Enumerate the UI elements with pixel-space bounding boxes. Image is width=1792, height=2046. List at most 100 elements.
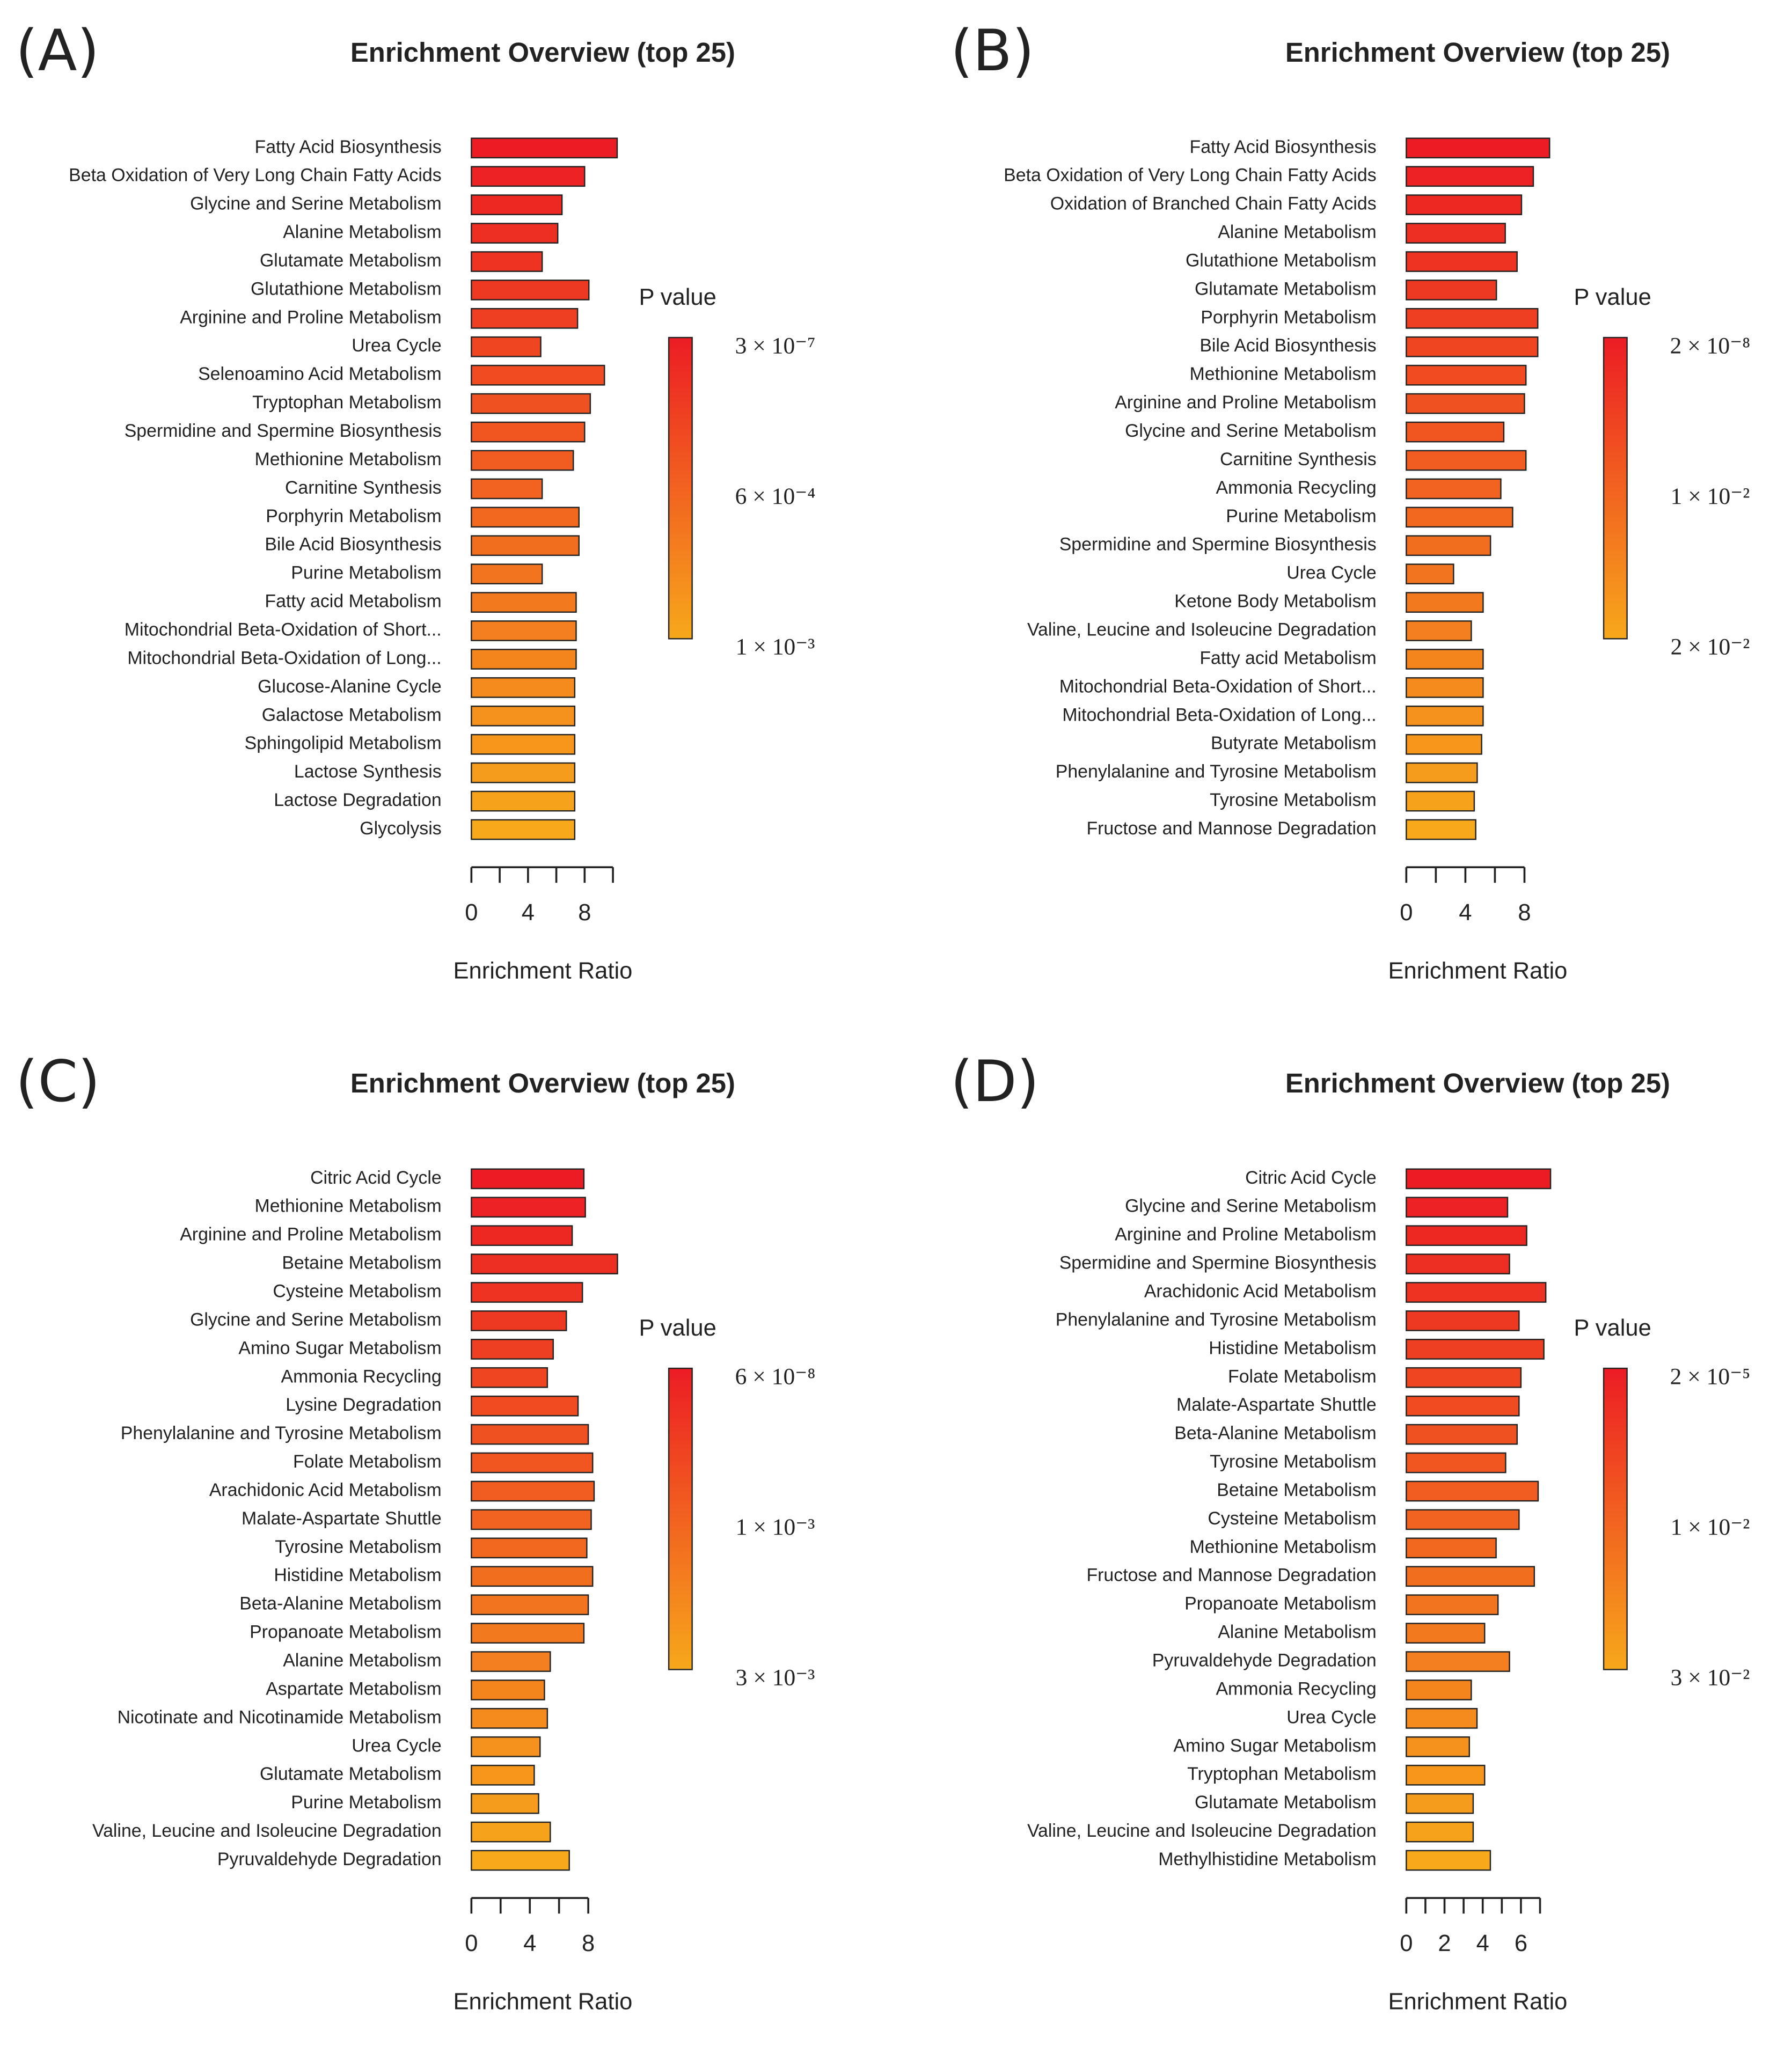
bar — [1406, 592, 1484, 613]
colorbar — [668, 336, 693, 640]
bar — [1406, 137, 1550, 159]
bar — [471, 1339, 554, 1360]
bar — [1406, 819, 1476, 840]
category-label: Glutamate Metabolism — [260, 250, 442, 270]
category-label: Beta-Alanine Metabolism — [239, 1594, 441, 1614]
category-label: Cysteine Metabolism — [273, 1281, 441, 1301]
bar — [1406, 1367, 1522, 1388]
category-label: Cysteine Metabolism — [1208, 1508, 1376, 1529]
bar — [1406, 535, 1491, 556]
bar — [1406, 1253, 1510, 1274]
category-label: Fatty Acid Biosynthesis — [1190, 137, 1377, 157]
bar — [471, 1253, 618, 1274]
bar — [1406, 251, 1518, 272]
category-label: Arginine and Proline Metabolism — [1115, 1224, 1376, 1245]
bar — [1406, 507, 1513, 528]
category-label: Tryptophan Metabolism — [1187, 1764, 1377, 1784]
colorbar-label: 3 × 10⁻⁷ — [735, 333, 816, 358]
category-label: Carnitine Synthesis — [285, 478, 442, 498]
panel-label: (D) — [950, 1048, 1039, 1115]
category-label: Methionine Metabolism — [255, 1196, 442, 1216]
category-label: Methylhistidine Metabolism — [1158, 1849, 1376, 1869]
bar — [1406, 1850, 1491, 1871]
colorbar-label: 3 × 10⁻³ — [736, 1665, 815, 1691]
category-label: Ammonia Recycling — [1216, 1678, 1376, 1699]
category-label: Glycine and Serine Metabolism — [190, 1309, 442, 1330]
category-label: Urea Cycle — [352, 335, 441, 356]
category-label: Beta Oxidation of Very Long Chain Fatty … — [1004, 165, 1377, 186]
category-label: Folate Metabolism — [1228, 1366, 1377, 1387]
category-label: Folate Metabolism — [293, 1451, 442, 1472]
category-label: Malate-Aspartate Shuttle — [1176, 1395, 1377, 1415]
bar — [471, 762, 576, 783]
category-label: Mitochondrial Beta-Oxidation of Short... — [125, 619, 442, 640]
bar — [471, 308, 579, 329]
category-label: Alanine Metabolism — [1218, 1622, 1376, 1642]
category-label: Methionine Metabolism — [1190, 364, 1377, 384]
bar — [471, 1452, 594, 1473]
bar — [471, 563, 543, 585]
category-label: Propanoate Metabolism — [250, 1622, 442, 1642]
chart-title: Enrichment Overview (top 25) — [1285, 1068, 1670, 1098]
colorbar-label: 2 × 10⁻⁵ — [1670, 1363, 1751, 1389]
bar — [1406, 734, 1482, 755]
bar — [471, 649, 577, 670]
category-label: Urea Cycle — [1286, 1707, 1376, 1727]
bar — [471, 507, 580, 528]
category-label: Tyrosine Metabolism — [1210, 1451, 1377, 1472]
bar — [1406, 620, 1472, 641]
category-label: Glycine and Serine Metabolism — [1125, 1196, 1377, 1216]
category-label: Sphingolipid Metabolism — [245, 733, 442, 753]
bar — [1406, 705, 1484, 727]
category-label: Citric Acid Cycle — [1245, 1168, 1377, 1188]
x-axis-label: Enrichment Ratio — [1388, 1989, 1567, 2015]
category-label: Purine Metabolism — [1226, 506, 1376, 526]
bar — [1406, 223, 1506, 244]
panel-label: (A) — [16, 18, 99, 84]
category-label: Amino Sugar Metabolism — [238, 1338, 441, 1358]
category-label: Arginine and Proline Metabolism — [1115, 392, 1376, 413]
bar — [471, 1197, 586, 1218]
category-label: Aspartate Metabolism — [266, 1678, 441, 1699]
category-label: Bile Acid Biosynthesis — [265, 534, 441, 555]
bar — [1406, 1651, 1510, 1672]
bar — [1406, 393, 1525, 414]
category-label: Galactose Metabolism — [262, 705, 442, 725]
category-label: Glycine and Serine Metabolism — [190, 194, 442, 214]
chart-title: Enrichment Overview (top 25) — [350, 1068, 735, 1098]
category-label: Arginine and Proline Metabolism — [180, 1224, 441, 1245]
bar — [1406, 677, 1484, 698]
bar — [1406, 1424, 1518, 1445]
legend-title: P value — [1574, 284, 1651, 310]
category-label: Tyrosine Metabolism — [1210, 790, 1377, 810]
category-label: Fatty acid Metabolism — [265, 591, 441, 612]
x-tick-label: 4 — [1459, 900, 1472, 926]
panel-label: (C) — [16, 1048, 100, 1115]
category-label: Valine, Leucine and Isoleucine Degradati… — [92, 1821, 442, 1841]
category-label: Phenylalanine and Tyrosine Metabolism — [121, 1423, 442, 1443]
bar — [1406, 1764, 1486, 1786]
bar — [1406, 1537, 1497, 1559]
bar — [471, 734, 576, 755]
category-label: Glutathione Metabolism — [1186, 250, 1377, 270]
bar — [471, 1821, 551, 1843]
category-label: Alanine Metabolism — [283, 1651, 441, 1671]
bar — [1406, 308, 1539, 329]
category-label: Glutamate Metabolism — [1195, 1792, 1377, 1813]
bar — [1406, 421, 1505, 443]
category-label: Spermidine and Spermine Biosynthesis — [1059, 534, 1377, 555]
chart-title: Enrichment Overview (top 25) — [350, 37, 735, 68]
category-label: Histidine Metabolism — [274, 1565, 441, 1586]
bar — [1406, 1395, 1520, 1417]
category-label: Bile Acid Biosynthesis — [1199, 335, 1376, 356]
bar — [471, 166, 586, 187]
category-label: Fructose and Mannose Degradation — [1086, 1565, 1376, 1586]
category-label: Methionine Metabolism — [255, 449, 442, 470]
category-label: Spermidine and Spermine Biosynthesis — [1059, 1253, 1377, 1273]
bar — [471, 1310, 567, 1331]
panel: (D) Enrichment Overview (top 25) Citric Ac… — [950, 1048, 1750, 2015]
bar — [1406, 1509, 1520, 1530]
category-label: Butyrate Metabolism — [1211, 733, 1377, 753]
category-label: Arginine and Proline Metabolism — [180, 307, 441, 327]
